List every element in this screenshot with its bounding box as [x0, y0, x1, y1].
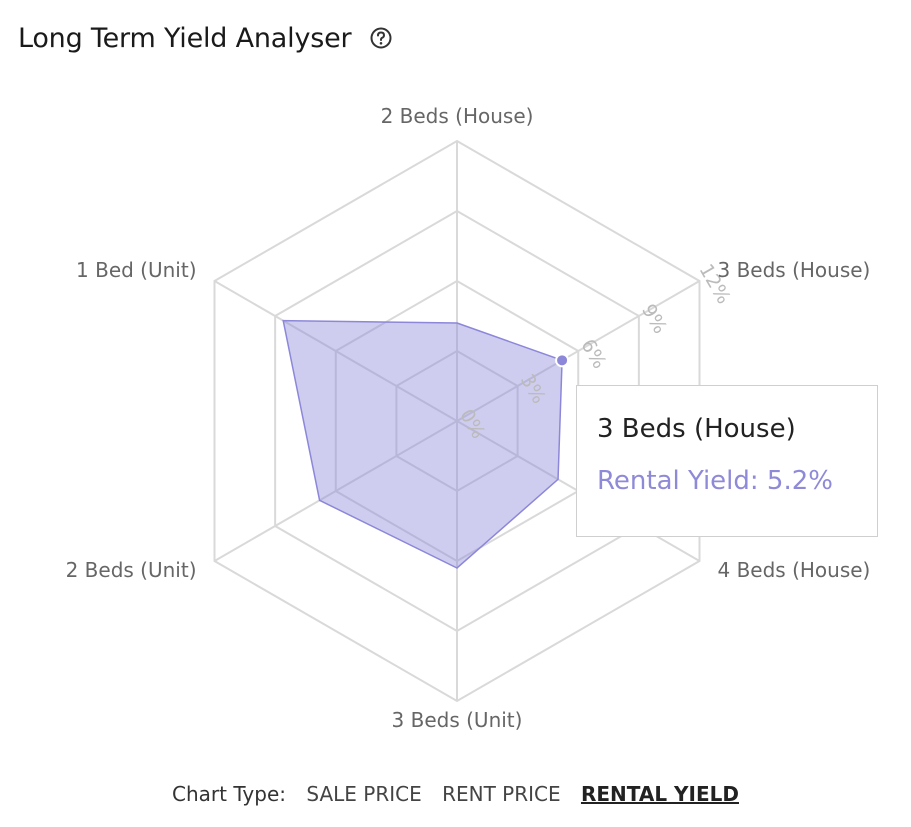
tick-label: 6% — [576, 335, 610, 372]
page-title: Long Term Yield Analyser — [18, 22, 352, 54]
data-point-highlight — [555, 353, 570, 368]
rental-yield-option[interactable]: RENTAL YIELD — [580, 782, 739, 806]
grid-spoke — [214, 420, 458, 562]
sale-price-option[interactable]: SALE PRICE — [306, 782, 422, 806]
grid-spoke — [456, 280, 700, 422]
category-label: 2 Beds (Unit) — [66, 558, 197, 582]
series-area — [282, 319, 563, 569]
category-label: 3 Beds (House) — [717, 258, 870, 282]
help-circle-icon[interactable] — [369, 26, 393, 50]
grid-spoke — [214, 280, 458, 422]
tick-label: 9% — [637, 300, 671, 337]
category-label: 4 Beds (House) — [717, 558, 870, 582]
chart-type-label: Chart Type: — [172, 782, 287, 806]
chart-type-selector: Chart Type: SALE PRICE RENT PRICE RENTAL… — [0, 782, 911, 806]
rent-price-option[interactable]: RENT PRICE — [442, 782, 561, 806]
chart-tooltip: 3 Beds (House) Rental Yield: 5.2% — [576, 385, 878, 537]
tooltip-title: 3 Beds (House) — [597, 414, 796, 444]
page-header: Long Term Yield Analyser — [18, 16, 393, 60]
category-label: 1 Bed (Unit) — [76, 258, 196, 282]
category-label: 2 Beds (House) — [381, 104, 534, 128]
category-label: 3 Beds (Unit) — [392, 708, 523, 732]
tooltip-value: Rental Yield: 5.2% — [597, 466, 833, 496]
